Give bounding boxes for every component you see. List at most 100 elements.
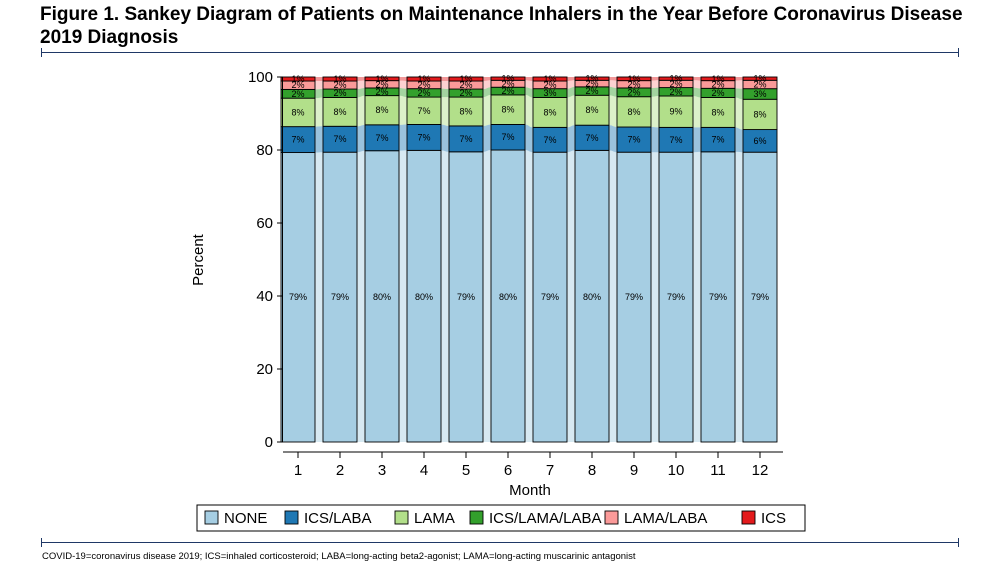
data-label-lama-4: 7% [417, 106, 430, 116]
data-label-none-3: 80% [373, 292, 391, 302]
data-label-none-5: 79% [457, 292, 475, 302]
data-label-ics-2: 1% [333, 74, 346, 84]
y-tick-label-0: 0 [265, 434, 273, 451]
x-axis-label: Month [509, 482, 551, 499]
data-label-ics-laba-1: 7% [291, 135, 304, 145]
data-label-lama-laba-3: 2% [375, 79, 388, 89]
data-label-lama-laba-5: 2% [459, 80, 472, 90]
flow-lama-laba-5 [483, 80, 491, 90]
bottom-rule [41, 538, 959, 547]
data-label-lama-3: 8% [375, 105, 388, 115]
bar-segment-ics-1 [280, 76, 316, 82]
data-label-ics-5: 1% [459, 74, 472, 84]
data-label-ics-10: 1% [669, 74, 682, 84]
data-label-ics-laba-8: 7% [585, 133, 598, 143]
flow-none-4 [441, 150, 449, 443]
flow-lama-8 [609, 95, 617, 128]
data-label-ics-laba-7: 7% [543, 135, 556, 145]
data-label-lama-laba-10: 2% [669, 79, 682, 89]
data-label-lama-12: 8% [753, 109, 766, 119]
legend-label-none: NONE [224, 510, 267, 527]
data-label-ics-lama-laba-1: 2% [291, 89, 304, 99]
bar-segment-ics-laba-1 [280, 126, 316, 154]
y-tick-label-40: 40 [256, 288, 273, 305]
flow-ics-lama-laba-1 [315, 89, 323, 99]
data-label-none-12: 79% [751, 292, 769, 302]
bar-segment-ics-laba-4 [406, 123, 442, 151]
data-label-ics-laba-2: 7% [333, 134, 346, 144]
flow-ics-2 [357, 77, 365, 82]
bar-segment-lama-5 [448, 96, 484, 127]
legend-label-ics-lama-laba: ICS/LAMA/LABA [489, 510, 602, 527]
flow-lama-laba-11 [735, 80, 743, 89]
flow-none-2 [357, 150, 365, 443]
flow-lama-5 [483, 94, 491, 126]
y-tick-label-20: 20 [256, 361, 273, 378]
flow-ics-lama-laba-5 [483, 87, 491, 98]
flow-lama-1 [315, 97, 323, 127]
data-label-lama-laba-7: 2% [543, 80, 556, 90]
bar-segment-none-4 [406, 149, 442, 443]
data-label-lama-laba-11: 2% [711, 79, 724, 89]
data-label-none-10: 79% [667, 292, 685, 302]
data-label-ics-laba-6: 7% [501, 132, 514, 142]
flow-lama-laba-1 [315, 81, 323, 90]
flow-ics-lama-laba-11 [735, 88, 743, 100]
flow-none-7 [567, 150, 575, 443]
flow-lama-10 [693, 95, 701, 128]
data-label-ics-lama-laba-7: 3% [543, 88, 556, 98]
bar-segment-ics-3 [364, 76, 400, 82]
flow-ics-3 [399, 77, 407, 82]
data-label-lama-11: 8% [711, 107, 724, 117]
bar-segment-ics-11 [700, 76, 736, 82]
data-label-none-1: 79% [289, 292, 307, 302]
bar-segment-lama-3 [364, 95, 400, 126]
flow-lama-laba-3 [399, 80, 407, 89]
flow-none-9 [651, 152, 659, 442]
x-tick-label-5: 5 [462, 462, 470, 479]
bar-segment-none-12 [742, 151, 778, 443]
flow-ics-9 [651, 77, 659, 81]
legend-label-lama-laba: LAMA/LABA [624, 510, 707, 527]
data-label-lama-laba-4: 2% [417, 80, 430, 90]
flow-lama-9 [651, 95, 659, 128]
flow-ics-laba-6 [525, 124, 533, 153]
flow-lama-laba-10 [693, 80, 701, 89]
flow-none-5 [483, 150, 491, 442]
flow-ics-laba-2 [357, 124, 365, 153]
flow-ics-lama-laba-2 [357, 87, 365, 98]
flow-none-6 [525, 150, 533, 442]
legend-swatch-ics-lama-laba [469, 510, 484, 525]
bar-segment-ics-9 [616, 76, 652, 82]
data-label-none-9: 79% [625, 292, 643, 302]
data-label-ics-laba-10: 7% [669, 135, 682, 145]
data-label-lama-2: 8% [333, 107, 346, 117]
data-label-ics-laba-12: 6% [753, 136, 766, 146]
data-label-ics-lama-laba-11: 2% [711, 88, 724, 98]
legend-swatch-ics [741, 510, 756, 525]
bar-segment-lama-6 [490, 94, 526, 125]
data-label-ics-3: 1% [375, 74, 388, 84]
flow-ics-laba-11 [735, 127, 743, 153]
bar-segment-ics-8 [574, 76, 610, 81]
flow-ics-laba-3 [399, 124, 407, 151]
data-label-none-7: 79% [541, 292, 559, 302]
y-tick-label-100: 100 [248, 69, 273, 86]
bar-segment-ics-laba-10 [658, 126, 694, 153]
data-label-ics-lama-laba-6: 2% [501, 86, 514, 96]
axes-layer [282, 77, 783, 453]
bar-segment-none-2 [322, 151, 358, 443]
data-label-ics-laba-11: 7% [711, 135, 724, 145]
x-tick-label-4: 4 [420, 462, 428, 479]
x-tick-label-6: 6 [504, 462, 512, 479]
flow-none-8 [609, 150, 617, 443]
flow-lama-3 [399, 95, 407, 125]
bar-segment-ics-laba-5 [448, 125, 484, 153]
bar-segment-ics-4 [406, 76, 442, 82]
bar-segment-ics-12 [742, 76, 778, 81]
data-label-lama-1: 8% [291, 107, 304, 117]
footnote: COVID-19=coronavirus disease 2019; ICS=i… [42, 551, 636, 562]
legend-swatch-lama-laba [604, 510, 619, 525]
bar-segment-lama-1 [280, 97, 316, 128]
flow-ics-lama-laba-7 [567, 86, 575, 98]
